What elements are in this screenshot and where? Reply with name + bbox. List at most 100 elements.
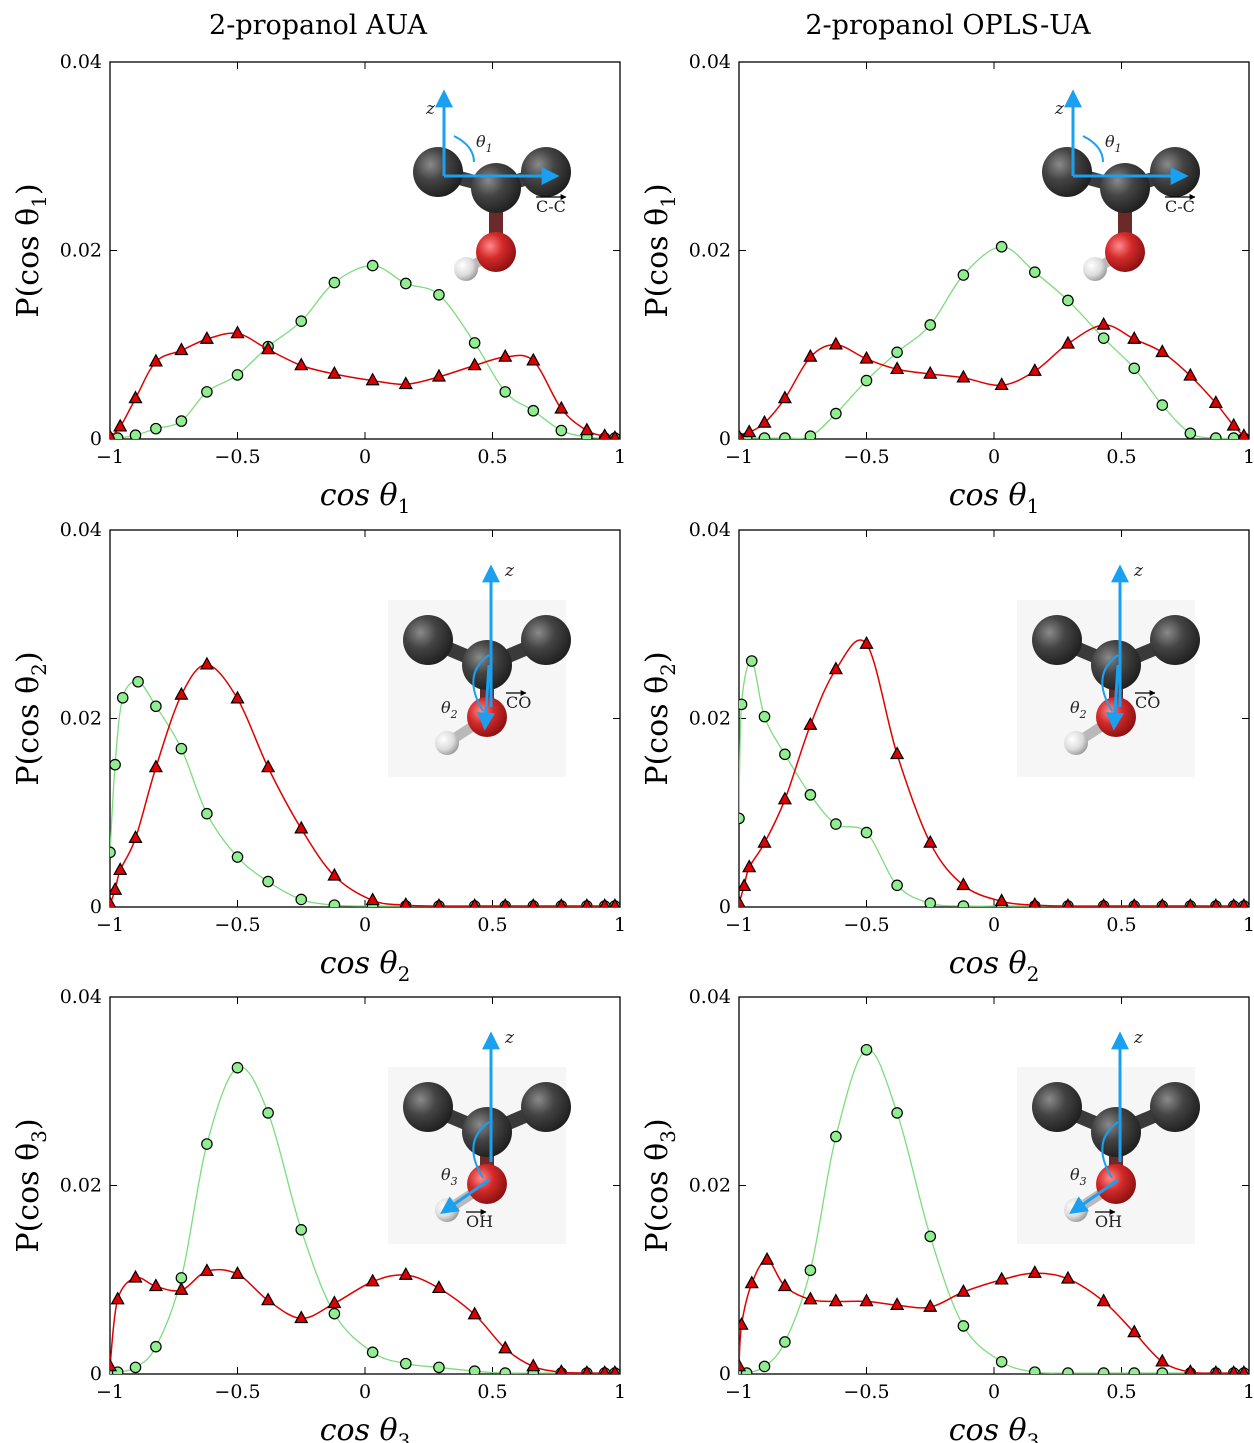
y-tick-label: 0 [719,896,731,918]
y-tick-label: 0.02 [60,708,102,730]
carbon-atom-left [403,615,453,665]
red-data-point [230,1266,245,1279]
red-data-point [739,429,745,439]
green-data-point [860,374,873,387]
carbon-atom-right [1150,1082,1200,1132]
x-axis-label: cos θ1 [949,478,1040,518]
x-tick-label: −1 [725,446,753,468]
red-data-point [1029,897,1041,907]
green-data-point [175,1272,188,1284]
green-data-point [1128,362,1141,375]
y-axis-label: P(cos θ2) [11,651,51,785]
red-data-point [431,368,447,382]
red-data-point [923,1299,938,1312]
molecule-inset: z θ2 CO [1017,561,1200,777]
green-data-point [1128,1367,1141,1374]
column-title-opls-ua: 2-propanol OPLS-UA [805,10,1091,41]
angle-symbol: θ [1105,132,1115,151]
x-tick-label: 1 [614,914,626,936]
red-series-line [110,1268,615,1374]
y-axis-label-main: P(cos θ [640,1143,675,1253]
green-data-point [957,269,970,281]
green-data-point [804,1264,817,1277]
green-data-point [1062,1367,1074,1374]
green-data-point [129,429,142,439]
red-data-point [956,369,971,383]
red-data-point [828,1293,843,1307]
y-tick-label: 0.04 [689,519,731,541]
red-data-point [199,331,214,344]
z-axis-label: z [1133,561,1144,581]
red-data-point [230,325,245,339]
x-tick-label: −1 [96,914,124,936]
z-axis-label: z [504,1028,515,1048]
red-data-point [890,1297,905,1310]
x-tick-label: −0.5 [214,914,260,936]
green-data-point [739,812,745,825]
red-data-point [1228,897,1239,907]
x-tick-label: 0 [988,446,1000,468]
red-data-point [1155,344,1170,358]
red-data-point [113,418,128,432]
red-data-point [777,1278,792,1292]
x-tick-label: −0.5 [843,914,889,936]
red-data-point [1060,1270,1076,1284]
x-axis-label: cos θ2 [320,946,411,986]
y-tick-label: 0.04 [689,51,731,73]
red-data-point [994,1271,1009,1285]
y-axis-label-close: ) [640,651,675,663]
x-axis-label-subscript: 3 [398,1429,411,1443]
green-data-point [366,1346,379,1359]
z-axis-label: z [425,99,436,119]
red-data-point [1027,1265,1042,1278]
red-data-point [431,1280,447,1294]
red-data-point [994,377,1009,391]
oxygen-atom [1096,1164,1136,1204]
carbon-atom-left [1032,615,1082,665]
green-data-point [924,1230,937,1243]
red-data-point [598,428,611,439]
red-data-point [1226,417,1241,431]
green-data-point [110,758,121,771]
red-data-point [739,1358,747,1372]
y-axis-label-main: P(cos θ [11,208,46,318]
carbon-atom-right [521,1082,571,1132]
green-data-point [891,1107,903,1119]
red-data-point [739,1316,749,1330]
green-data-point [758,710,771,723]
red-series-line [739,1259,1244,1374]
red-data-point [1184,1364,1196,1374]
red-data-point [859,1293,874,1307]
red-data-point [327,1295,342,1309]
green-series [739,240,1249,439]
x-axis-label: cos θ3 [949,1413,1040,1443]
y-axis-label-main: P(cos θ [11,1143,46,1253]
x-axis-label: cos θ1 [320,478,411,518]
z-axis-label: z [1133,1028,1144,1048]
red-data-point [500,897,511,907]
red-data-point [1208,395,1223,408]
green-data-point [150,422,162,435]
green-data-point [366,259,379,272]
red-data-point [110,1358,118,1372]
y-axis-label-subscript: 3 [656,1130,680,1143]
red-series [110,1263,620,1374]
green-data-point [295,893,308,906]
red-data-point [467,1306,482,1320]
red-data-point [199,656,214,670]
green-data-point [957,1320,970,1332]
vector-label: C-C [1165,197,1195,216]
green-data-point [995,1355,1008,1368]
green-data-point [891,879,903,892]
y-axis-label-main: P(cos θ [640,676,675,786]
oxygen-atom [476,232,516,272]
vector-label: C-C [536,197,566,216]
red-data-point [1237,428,1249,439]
x-tick-label: 1 [1243,1381,1254,1403]
y-tick-label: 0.04 [60,519,102,541]
angle-label: θ2 [1070,698,1087,721]
green-data-point [804,789,817,801]
red-data-point [757,834,772,848]
green-data-point [891,346,903,359]
